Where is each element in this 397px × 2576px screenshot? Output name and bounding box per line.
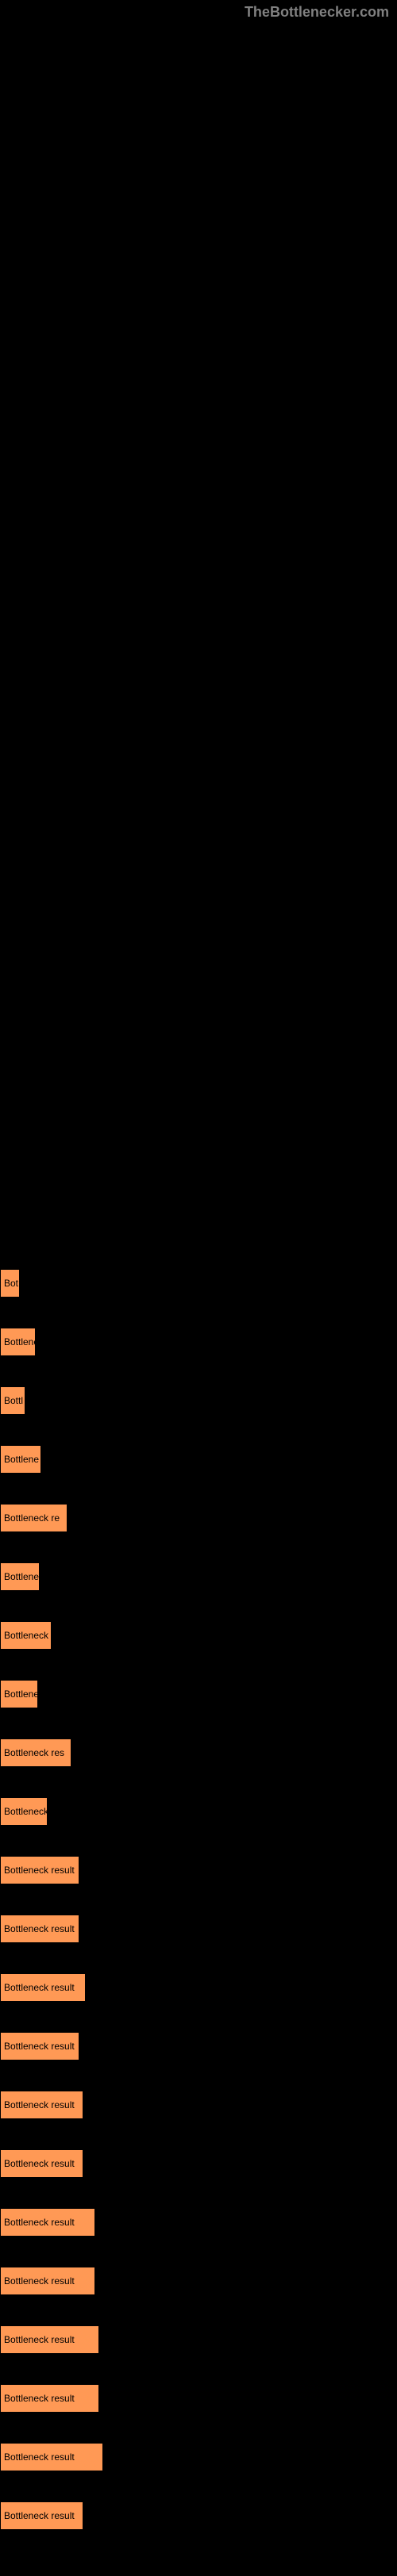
bar-row: Bottlene bbox=[0, 1680, 397, 1708]
bar-row: Bottleneck result bbox=[0, 2443, 397, 2471]
bar-row: Bottleneck result bbox=[0, 1915, 397, 1943]
bar: Bottlene bbox=[0, 1680, 38, 1708]
bar: Bottleneck res bbox=[0, 1738, 71, 1767]
bar: Bottleneck result bbox=[0, 1973, 86, 2002]
bar: Bottleneck result bbox=[0, 1915, 79, 1943]
bar-row: Bottlene bbox=[0, 1562, 397, 1591]
bar-row: Bottl bbox=[0, 1386, 397, 1415]
bar-row: Bottleneck re bbox=[0, 1504, 397, 1532]
bar: Bot bbox=[0, 1269, 20, 1298]
bar: Bottleneck bbox=[0, 1621, 52, 1650]
bar: Bottleneck result bbox=[0, 2267, 95, 2295]
bar-row: Bottleneck result bbox=[0, 2267, 397, 2295]
bar: Bottleneck re bbox=[0, 1504, 67, 1532]
bar: Bottleneck result bbox=[0, 2443, 103, 2471]
bar-row: Bottleneck result bbox=[0, 2032, 397, 2060]
bar-row: Bottleneck result bbox=[0, 2208, 397, 2237]
bar: Bottl bbox=[0, 1386, 25, 1415]
bar: Bottlene bbox=[0, 1445, 41, 1474]
bar-row: Bottleneck result bbox=[0, 2091, 397, 2119]
bar-row: Bottlene bbox=[0, 1445, 397, 1474]
bar: Bottleneck result bbox=[0, 2384, 99, 2413]
bar-row: Bot bbox=[0, 1269, 397, 1298]
bar: Bottleneck result bbox=[0, 2208, 95, 2237]
bar-row: Bottleneck bbox=[0, 1797, 397, 1826]
bar: Bottlene bbox=[0, 1562, 40, 1591]
bar: Bottleneck result bbox=[0, 2501, 83, 2530]
bar-row: Bottleneck result bbox=[0, 2149, 397, 2178]
bar: Bottleneck result bbox=[0, 1856, 79, 1884]
bar: Bottlene bbox=[0, 1328, 36, 1356]
watermark-text: TheBottlenecker.com bbox=[245, 4, 389, 21]
bar: Bottleneck result bbox=[0, 2325, 99, 2354]
bar-row: Bottleneck bbox=[0, 1621, 397, 1650]
bar-row: Bottleneck result bbox=[0, 2384, 397, 2413]
bar-row: Bottleneck res bbox=[0, 1738, 397, 1767]
bar: Bottleneck bbox=[0, 1797, 48, 1826]
bar-row: Bottlene bbox=[0, 1328, 397, 1356]
bar: Bottleneck result bbox=[0, 2032, 79, 2060]
bar-row: Bottleneck result bbox=[0, 2325, 397, 2354]
bar: Bottleneck result bbox=[0, 2149, 83, 2178]
chart-container: Bot Bottlene Bottl Bottlene Bottleneck re Bot… bbox=[0, 0, 397, 2576]
bar: Bottleneck result bbox=[0, 2091, 83, 2119]
bar-row: Bottleneck result bbox=[0, 1856, 397, 1884]
bar-row: Bottleneck result bbox=[0, 1973, 397, 2002]
bar-row: Bottleneck result bbox=[0, 2501, 397, 2530]
